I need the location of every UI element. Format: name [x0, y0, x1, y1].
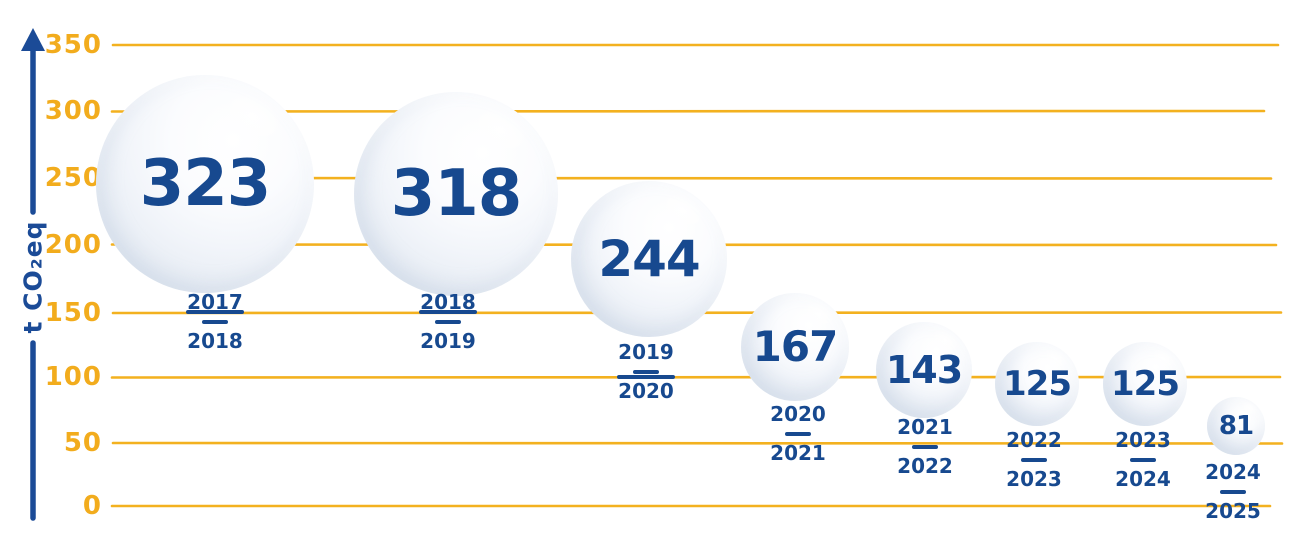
gridline-50	[111, 441, 1284, 445]
period-year-bottom: 2024	[1115, 466, 1171, 491]
fraction-bar	[785, 432, 811, 436]
y-axis-tick-0: 0	[82, 491, 102, 521]
y-axis-tick-50: 50	[63, 428, 102, 458]
period-year-top: 2023	[1115, 428, 1171, 452]
y-axis-label: t CO₂eq	[18, 220, 48, 334]
bubble-2019-2020: 244	[571, 181, 727, 337]
period-year-bottom: 2022	[897, 453, 953, 478]
period-label-2021-2022: 2021 2022	[877, 417, 973, 477]
bubble-2021-2022: 143	[876, 322, 972, 418]
bubble-value: 318	[390, 157, 523, 231]
period-year-bottom: 2018	[187, 328, 243, 353]
gridline-350	[111, 43, 1280, 47]
period-label-2022-2023: 2022 2023	[986, 430, 1082, 490]
fraction-bar	[633, 370, 659, 374]
period-year-top: 2022	[1006, 428, 1062, 452]
bubble-value: 244	[598, 230, 700, 288]
y-axis-tick-200: 200	[44, 230, 102, 260]
period-year-bottom: 2025	[1205, 498, 1261, 523]
label-crossline-2018-2019	[419, 310, 477, 314]
fraction-bar	[1130, 458, 1156, 462]
period-year-top: 2018	[420, 290, 476, 314]
period-year-bottom: 2020	[618, 378, 674, 403]
fraction-bar	[1220, 490, 1246, 494]
bubble-value: 143	[885, 348, 963, 392]
bubble-2023-2024: 125	[1103, 342, 1187, 426]
period-year-bottom: 2019	[420, 328, 476, 353]
label-crossline-2017-2018	[186, 310, 244, 314]
y-axis-tick-150: 150	[44, 298, 102, 328]
bubble-2018-2019: 318	[354, 92, 558, 296]
fraction-bar	[202, 320, 228, 324]
y-axis-tick-300: 300	[44, 96, 102, 126]
bubble-value: 125	[1111, 364, 1180, 404]
period-year-top: 2020	[770, 402, 826, 426]
period-year-top: 2019	[618, 340, 674, 364]
period-year-top: 2017	[187, 290, 243, 314]
bubble-2022-2023: 125	[995, 342, 1079, 426]
y-axis-tick-350: 350	[44, 30, 102, 60]
bubble-value: 125	[1003, 364, 1072, 404]
fraction-bar	[912, 445, 938, 449]
period-label-2018-2019: 2018 2019	[400, 292, 496, 352]
y-axis-arrow-icon	[21, 28, 45, 51]
period-year-top: 2024	[1205, 460, 1261, 484]
bubble-2020-2021: 167	[741, 293, 849, 401]
y-axis-tick-100: 100	[44, 362, 102, 392]
label-crossline-2019-2020	[617, 375, 675, 379]
bubble-2024-2025: 81	[1207, 397, 1265, 455]
y-axis-tick-250: 250	[44, 163, 102, 193]
bubble-2017-2018: 323	[96, 75, 314, 293]
period-year-bottom: 2021	[770, 440, 826, 465]
bubble-value: 323	[139, 147, 272, 221]
period-label-2020-2021: 2020 2021	[750, 404, 846, 464]
period-year-bottom: 2023	[1006, 466, 1062, 491]
fraction-bar	[1021, 458, 1047, 462]
period-label-2024-2025: 2024 2025	[1185, 462, 1281, 522]
period-label-2023-2024: 2023 2024	[1095, 430, 1191, 490]
fraction-bar	[435, 320, 461, 324]
period-year-top: 2021	[897, 415, 953, 439]
period-label-2019-2020: 2019 2020	[598, 342, 694, 402]
period-label-2017-2018: 2017 2018	[167, 292, 263, 352]
bubble-value: 167	[752, 322, 839, 371]
bubble-value: 81	[1218, 411, 1254, 441]
